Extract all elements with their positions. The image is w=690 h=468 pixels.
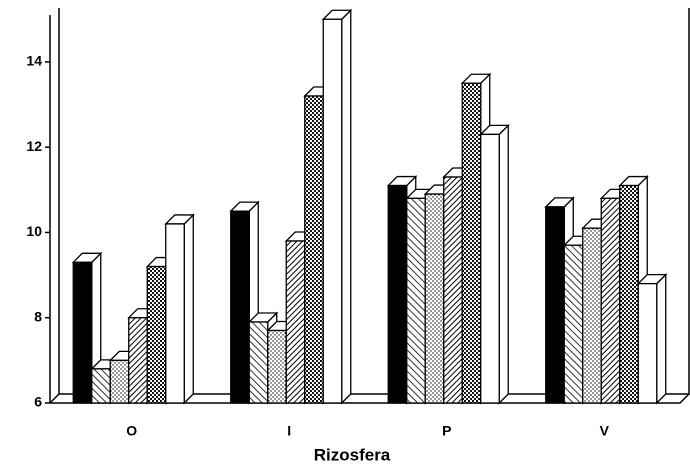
bar-front [582, 227, 602, 404]
bar-front [406, 197, 426, 404]
y-tick-label: 14 [26, 53, 42, 69]
x-tick-label: V [600, 423, 610, 439]
bar-front [165, 223, 185, 404]
bar-front [322, 18, 343, 404]
bar-front [109, 359, 130, 404]
bar-front [304, 95, 324, 404]
bar [479, 123, 510, 405]
bar [636, 273, 668, 405]
bar-side [656, 273, 667, 405]
bar-front [248, 321, 269, 404]
bar-front [619, 184, 639, 404]
bar [71, 251, 103, 405]
bar-front [424, 193, 445, 404]
bar-front [387, 184, 408, 404]
bar-front [91, 368, 111, 404]
y-tick-label: 12 [26, 138, 42, 154]
y-tick-label: 10 [26, 223, 42, 239]
bar-side [341, 8, 352, 405]
bar-front [563, 244, 584, 404]
bar [321, 8, 353, 405]
bar-front [637, 282, 658, 404]
bar-front [285, 240, 306, 404]
bar-front [545, 206, 565, 404]
bar-front [443, 176, 463, 404]
y-tick-label: 8 [34, 308, 42, 324]
bar-front [230, 210, 250, 404]
x-tick-label: O [126, 423, 137, 439]
bar-front [128, 317, 148, 404]
x-tick-label: P [442, 423, 451, 439]
bar-front [146, 265, 167, 404]
bar-front [600, 197, 621, 404]
bar [164, 213, 195, 405]
bar-front [461, 82, 482, 404]
bar-side [498, 123, 509, 405]
bar-front [72, 261, 93, 404]
x-axis-label: Rizosfera [314, 445, 391, 464]
bar-side [183, 213, 194, 405]
x-tick-label: I [287, 423, 291, 439]
bar-front [480, 133, 500, 404]
bar-front [267, 329, 287, 404]
y-tick-label: 6 [34, 394, 42, 410]
